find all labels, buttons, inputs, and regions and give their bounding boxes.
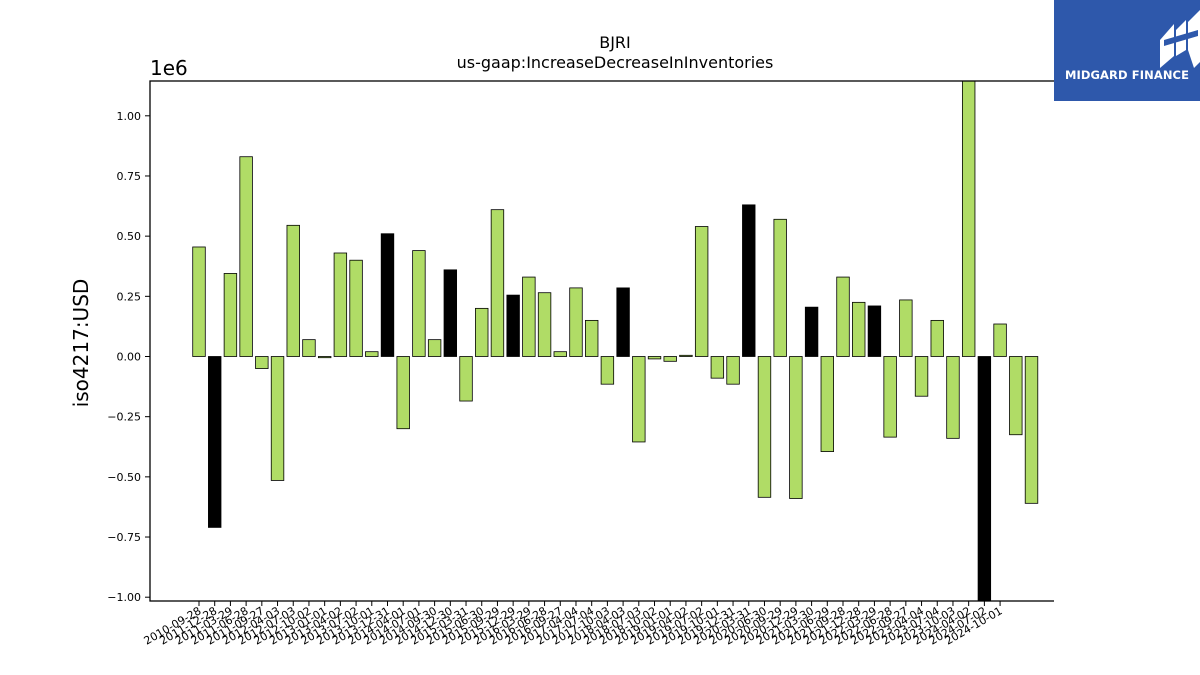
bar [726, 356, 740, 385]
bar [270, 356, 285, 481]
x-axis: 2010-09-282011-12-282011-03-292011-06-28… [142, 601, 1005, 648]
y-tick-label: 1.00 [117, 110, 142, 123]
bar [302, 339, 316, 357]
y-tick-label: 0.00 [117, 351, 142, 364]
y-tick-label: 0.50 [117, 230, 142, 243]
y-tick-label: −0.75 [107, 531, 141, 544]
bar [961, 80, 976, 357]
bar [317, 356, 332, 359]
bar [663, 356, 677, 362]
bar [852, 301, 866, 357]
plot-frame [149, 80, 1054, 602]
bar [993, 323, 1007, 357]
bar [396, 356, 410, 430]
bar [459, 356, 473, 402]
bar [757, 356, 772, 498]
y-tick-label: −0.25 [107, 411, 141, 424]
bar [553, 351, 567, 357]
bar [804, 306, 819, 357]
bar [883, 356, 897, 438]
bar [475, 307, 489, 357]
y-tick-label: −0.50 [107, 471, 141, 484]
brand-logo: MIDGARD FINANCE [1054, 0, 1200, 101]
bar [946, 356, 960, 439]
bar [333, 252, 348, 357]
bar [223, 273, 238, 357]
bar [710, 356, 725, 379]
bar [349, 259, 363, 357]
bar [742, 204, 756, 357]
bar [867, 305, 882, 357]
y-axis: −1.00 −0.75 −0.50 −0.25 0.00 0.25 0.50 0.75 1.00 [107, 110, 150, 604]
bar [632, 356, 646, 443]
bar [1024, 356, 1039, 504]
bar [522, 276, 536, 357]
bars-group [192, 80, 1039, 602]
y-tick-label: 0.25 [117, 290, 142, 303]
bar [239, 156, 253, 357]
chart-title: BJRI [599, 33, 631, 52]
bar [820, 356, 834, 452]
y-axis-label: iso4217:USD [69, 279, 93, 408]
bar [679, 354, 693, 357]
y-tick-label: −1.00 [107, 591, 141, 604]
bar [443, 269, 458, 357]
bar [930, 319, 944, 357]
bar [490, 209, 505, 357]
bar [977, 356, 992, 602]
bar [694, 226, 709, 357]
bar [1009, 356, 1023, 436]
bar [836, 276, 850, 357]
bar [506, 294, 520, 357]
bar [380, 233, 395, 357]
bar [286, 224, 300, 357]
midgard-logo-icon [1160, 10, 1200, 68]
bar [192, 246, 206, 357]
chart-subtitle: us-gaap:IncreaseDecreaseInInventories [457, 53, 774, 72]
y-offset-label: 1e6 [150, 56, 188, 80]
bar [914, 356, 929, 397]
bar [412, 250, 426, 357]
bar [208, 356, 222, 528]
bar [789, 356, 803, 499]
bar [899, 299, 913, 357]
bar [255, 356, 269, 369]
bar [569, 287, 583, 357]
bar [365, 351, 379, 357]
y-tick-label: 0.75 [117, 170, 142, 183]
bar [585, 319, 599, 357]
logo-text: MIDGARD FINANCE [1064, 68, 1190, 82]
bar [600, 356, 615, 385]
bar [427, 339, 442, 357]
bar [537, 292, 552, 357]
bar [616, 287, 630, 357]
bar [647, 356, 662, 360]
bar [773, 218, 787, 357]
chart: BJRI us-gaap:IncreaseDecreaseInInventori… [69, 33, 1054, 648]
